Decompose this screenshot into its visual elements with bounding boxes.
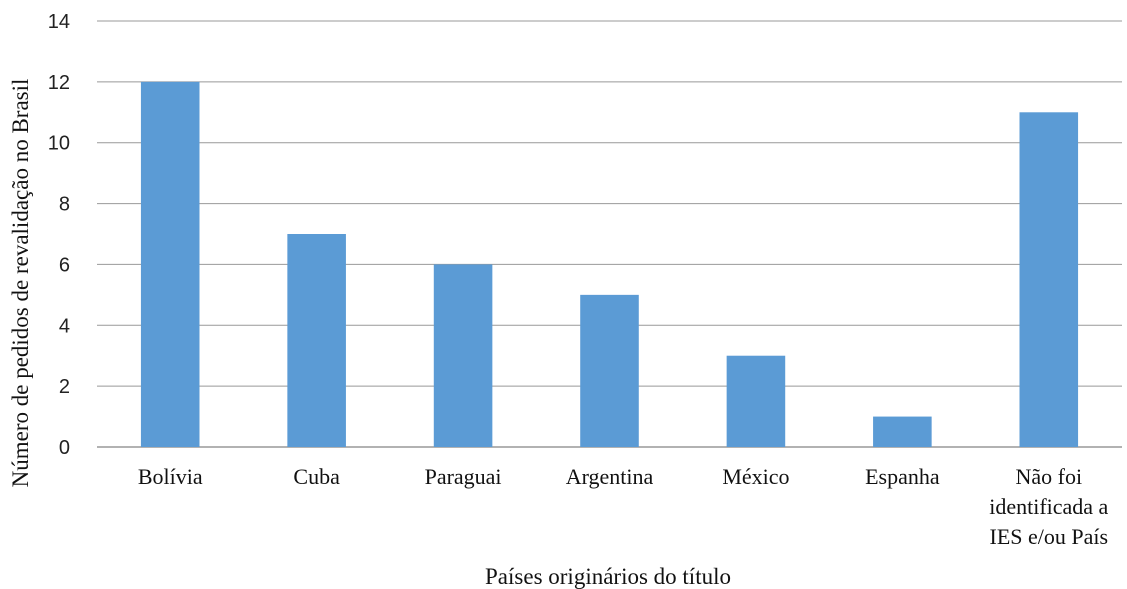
bar (580, 294, 639, 447)
y-tick-label: 0 (59, 437, 70, 459)
bar (1019, 112, 1079, 448)
y-tick-label: 8 (59, 194, 70, 216)
bar (726, 355, 786, 447)
x-category-label: Argentina (566, 464, 654, 489)
bar (140, 81, 200, 447)
x-category-label: Paraguai (425, 464, 502, 489)
x-category-label: México (722, 464, 789, 489)
x-category-label: Cuba (293, 464, 340, 489)
bars (140, 81, 1079, 448)
x-category-label: Bolívia (138, 464, 203, 489)
y-tick-label: 2 (59, 376, 70, 398)
x-axis-title: Países originários do título (485, 564, 731, 589)
y-tick-label: 12 (48, 72, 70, 94)
y-tick-label: 4 (59, 315, 70, 337)
x-category-label: Não foi identificada a IES e/ou País (989, 464, 1108, 549)
y-axis-title: Número de pedidos de revalidação no Bras… (8, 79, 33, 488)
bar (287, 234, 346, 447)
x-category-label: Espanha (865, 464, 940, 489)
y-tick-label: 14 (48, 11, 70, 33)
x-category-labels: Bolívia Cuba Paraguai Argentina México Espanh… (138, 464, 1109, 549)
gridlines (97, 20, 1122, 448)
bar (873, 416, 932, 447)
y-tick-label: 10 (48, 133, 70, 155)
bar (433, 264, 493, 447)
y-tick-label: 6 (59, 254, 70, 276)
y-tick-labels: 0 2 4 6 8 10 12 14 (48, 11, 70, 459)
